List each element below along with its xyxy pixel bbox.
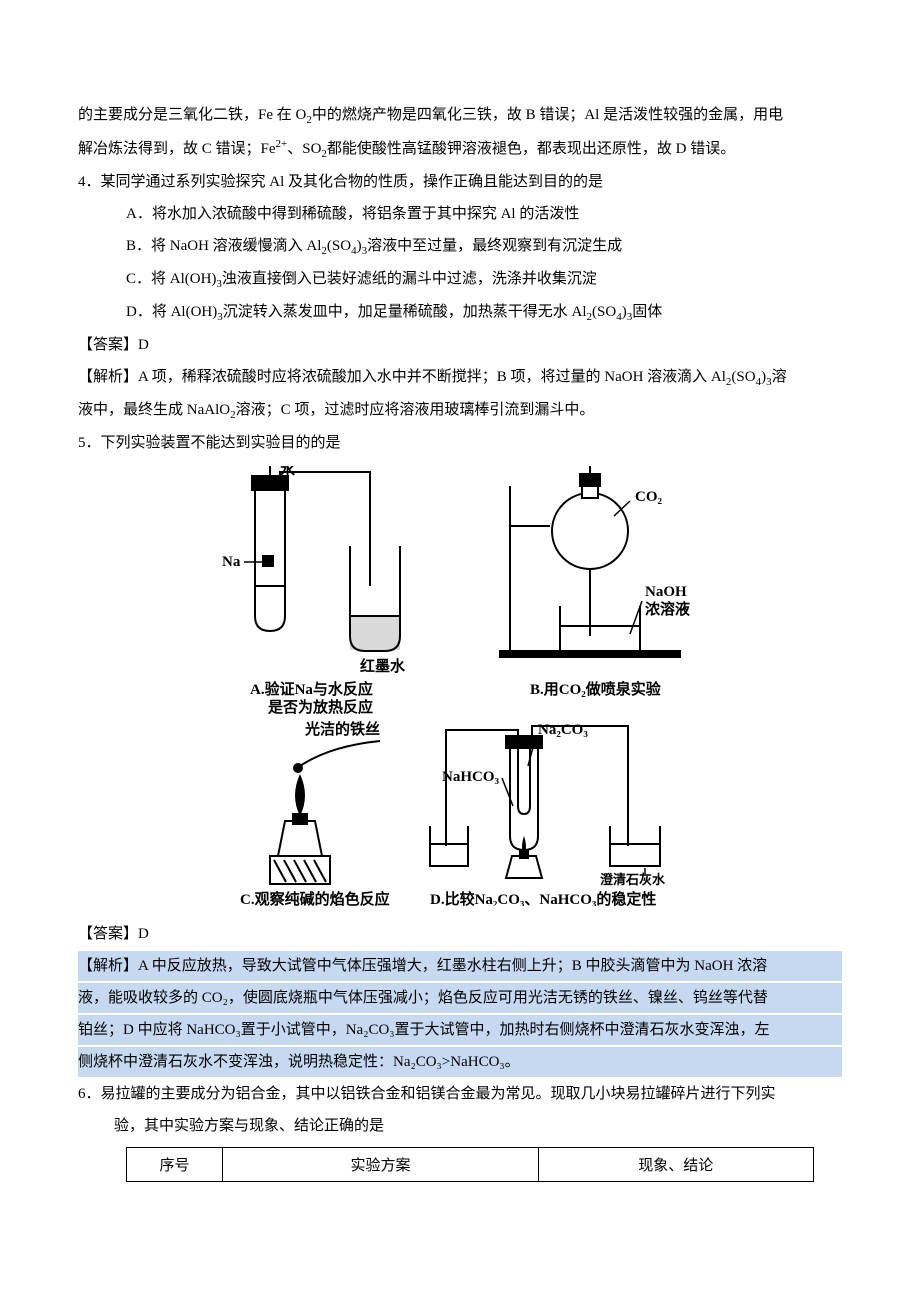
table-header-index: 序号 [127,1148,223,1182]
caption-b: B.用CO₂做喷泉实验 [530,680,662,698]
table-header-plan: 实验方案 [223,1148,539,1182]
text: 浊液直接倒入已装好滤纸的漏斗中过滤，洗涤并收集沉淀 [222,271,597,287]
text: 溶液中至过量，最终观察到有沉淀生成 [367,238,622,254]
q4-stem: 4．某同学通过系列实验探究 Al 及其化合物的性质，操作正确且能达到目的的是 [78,167,842,197]
text: (SO [592,304,616,320]
panel-a: 水 Na 红墨水 A.验证Na与水反应 是否为放热反应 [222,466,406,716]
label-nahco3: NaHCO₃ [442,769,500,785]
text: 中的燃烧产物是四氧化三铁，故 B 错误；Al 是活泼性较强的金属，用电 [312,107,783,123]
q4-optA: A．将水加入浓硫酸中得到稀硫酸，将铝条置于其中探究 Al 的活泼性 [78,199,842,229]
table-row: 序号 实验方案 现象、结论 [127,1148,814,1182]
panel-d: Na₂CO₃ NaHCO₃ 澄清石灰水 D.比较Na₂CO₃、NaHCO₃的稳定… [430,722,666,906]
label-lime: 澄清石灰水 [600,872,666,887]
q4-explain-line2: 液中，最终生成 NaAlO2溶液；C 项，过滤时应将溶液用玻璃棒引流到漏斗中。 [78,395,842,426]
panel-b: CO₂ NaOH 浓溶液 B.用CO₂做喷泉实验 [500,466,691,698]
label-naoh2: 浓溶液 [645,600,691,618]
text: 的主要成分是三氧化二铁，Fe 在 O [78,107,306,123]
q5-explain-1: 【解析】A 中反应放热，导致大试管中气体压强增大，红墨水柱右侧上升；B 中胶头滴… [78,951,842,981]
prelude-line2: 解冶炼法得到，故 C 错误；Fe2+、SO2都能使酸性高锰酸钾溶液褪色，都表现出… [78,133,842,165]
text: 【解析】A 项，稀释浓硫酸时应将浓硫酸加入水中并不断搅拌；B 项，将过量的 Na… [78,369,726,385]
caption-d: D.比较Na₂CO₃、NaHCO₃的稳定性 [430,890,656,906]
experiment-diagram: 水 Na 红墨水 A.验证Na与水反应 是否为放热反应 [200,466,720,906]
q4-optD: D．将 Al(OH)3沉淀转入蒸发皿中，加足量稀硫酸，加热蒸干得无水 Al2(S… [78,297,842,328]
q5-explain-2: 液，能吸收较多的 CO₂，使圆底烧瓶中气体压强减小；焰色反应可用光洁无锈的铁丝、… [78,983,842,1013]
q5-answer: 【答案】D [78,919,842,949]
q4-explain-line1: 【解析】A 项，稀释浓硫酸时应将浓硫酸加入水中并不断搅拌；B 项，将过量的 Na… [78,362,842,393]
text: 、SO [287,141,321,157]
text: 液中，最终生成 NaAlO [78,402,230,418]
text: (SO [731,369,755,385]
q5-explain-4: 侧烧杯中澄清石灰水不变浑浊，说明热稳定性：Na₂CO₃>NaHCO₃。 [78,1047,842,1077]
q6-table: 序号 实验方案 现象、结论 [126,1147,814,1182]
q6-stem-1: 6．易拉罐的主要成分为铝合金，其中以铝铁合金和铝镁合金最为常见。现取几小块易拉罐… [78,1079,842,1109]
table-header-result: 现象、结论 [538,1148,813,1182]
label-iron-wire: 光洁的铁丝 [304,720,380,738]
sup-2plus: 2+ [276,138,288,150]
label-naoh: NaOH [645,584,687,600]
text: 沉淀转入蒸发皿中，加足量稀硫酸，加热蒸干得无水 Al [223,304,587,320]
q6-stem-2: 验，其中实验方案与现象、结论正确的是 [78,1111,842,1141]
text: 溶 [772,369,787,385]
label-co2: CO₂ [635,489,663,505]
text: B．将 NaOH 溶液缓慢滴入 Al [126,238,321,254]
text: D．将 Al(OH) [126,304,217,320]
caption-c: C.观察纯碱的焰色反应 [240,890,390,906]
label-red-ink: 红墨水 [360,657,406,675]
label-na: Na [222,554,241,570]
text: (SO [327,238,351,254]
text: 解冶炼法得到，故 C 错误；Fe [78,141,276,157]
text: 溶液；C 项，过滤时应将溶液用玻璃棒引流到漏斗中。 [236,402,595,418]
q4-optB: B．将 NaOH 溶液缓慢滴入 Al2(SO4)3溶液中至过量，最终观察到有沉淀… [78,231,842,262]
text: C．将 Al(OH) [126,271,216,287]
caption-a-2: 是否为放热反应 [267,698,373,716]
label-na2co3: Na₂CO₃ [538,722,588,738]
prelude-line1: 的主要成分是三氧化二铁，Fe 在 O2中的燃烧产物是四氧化三铁，故 B 错误；A… [78,100,842,131]
caption-a-1: A.验证Na与水反应 [250,680,373,698]
q4-answer: 【答案】D [78,330,842,360]
q4-optC: C．将 Al(OH)3浊液直接倒入已装好滤纸的漏斗中过滤，洗涤并收集沉淀 [78,264,842,295]
q5-explain-3: 铂丝；D 中应将 NaHCO₃置于小试管中，Na₂CO₃置于大试管中，加热时右侧… [78,1015,842,1045]
q5-figure: 水 Na 红墨水 A.验证Na与水反应 是否为放热反应 [78,466,842,911]
text: 固体 [632,304,662,320]
q5-stem: 5．下列实验装置不能达到实验目的的是 [78,428,842,458]
text: 都能使酸性高锰酸钾溶液褪色，都表现出还原性，故 D 错误。 [327,141,735,157]
panel-c: 光洁的铁丝 C.观察纯碱的焰色反应 [240,720,390,906]
